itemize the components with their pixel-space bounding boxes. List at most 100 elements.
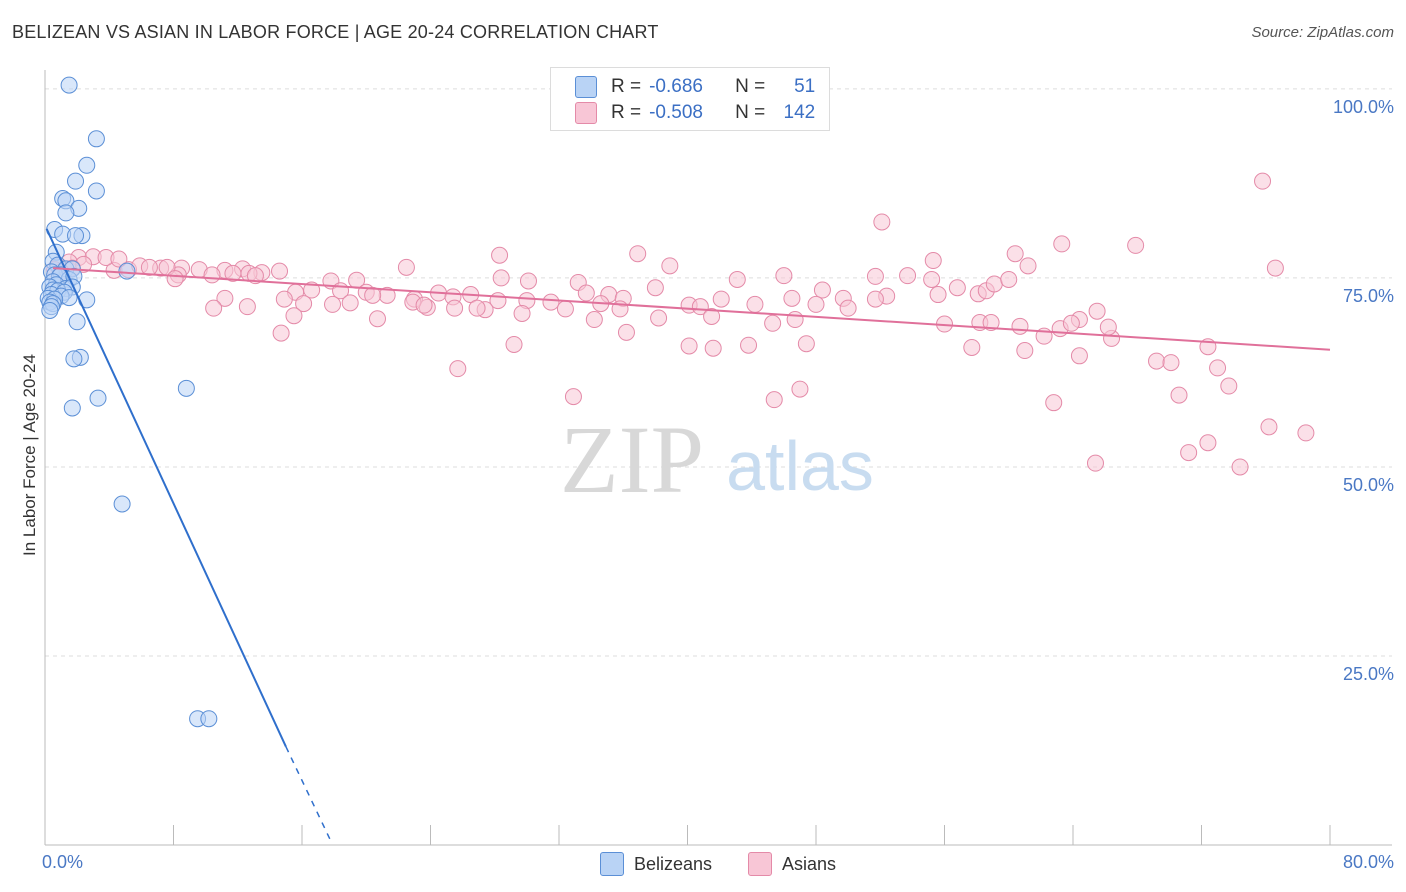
legend-asians[interactable]: Asians xyxy=(748,852,836,876)
asian-point xyxy=(740,336,758,354)
asian-point xyxy=(873,213,891,231)
belizean-point xyxy=(200,710,218,728)
asian-point xyxy=(807,295,825,313)
asian-point xyxy=(1045,394,1063,412)
asian-point xyxy=(839,299,857,317)
asian-point xyxy=(1199,434,1217,452)
legend-belizeans[interactable]: Belizeans xyxy=(600,852,712,876)
asian-point xyxy=(1254,172,1272,190)
belizeans-n-label: N = xyxy=(735,76,766,97)
chart-title: BELIZEAN VS ASIAN IN LABOR FORCE | AGE 2… xyxy=(12,22,659,42)
asian-point xyxy=(1019,257,1037,275)
x-tick-label-min: 0.0% xyxy=(42,852,84,872)
asian-point xyxy=(275,290,293,308)
asian-point xyxy=(1088,302,1106,320)
asian-point xyxy=(1000,270,1018,288)
asian-point xyxy=(224,264,242,282)
trend-lines xyxy=(45,228,1331,842)
legend-row-belizeans: R = -0.686 N = 51 xyxy=(575,75,815,99)
asian-point xyxy=(556,300,574,318)
asian-point xyxy=(542,293,560,311)
y-tick-label: 50.0% xyxy=(1342,474,1394,495)
asian-point xyxy=(1220,377,1238,395)
gridlines xyxy=(45,88,1392,657)
asian-point xyxy=(650,309,668,327)
asian-point xyxy=(368,310,386,328)
belizean-point xyxy=(57,204,75,222)
belizean-points xyxy=(39,76,218,728)
asian-point xyxy=(982,314,1000,332)
asian-point xyxy=(216,289,234,307)
asian-point xyxy=(929,286,947,304)
y-tick-label: 25.0% xyxy=(1342,663,1394,684)
watermark-zip: ZIP xyxy=(560,406,704,513)
belizean-trend-line xyxy=(45,228,287,748)
asian-point xyxy=(1148,352,1166,370)
belizean-point xyxy=(118,262,136,280)
asian-point xyxy=(585,311,603,329)
belizeans-r-label: R = xyxy=(611,76,642,97)
watermark-atlas: atlas xyxy=(726,427,874,505)
watermark: ZIP atlas xyxy=(560,406,874,513)
asian-point xyxy=(1127,236,1145,254)
asian-point xyxy=(519,272,537,290)
asian-point xyxy=(963,338,981,356)
asian-point xyxy=(238,298,256,316)
y-tick-label: 75.0% xyxy=(1342,285,1394,306)
stats-legend: R = -0.686 N = 51 R = -0.508 N = 142 xyxy=(550,67,830,131)
asian-point xyxy=(577,284,595,302)
asian-point xyxy=(791,380,809,398)
asian-point xyxy=(491,246,509,264)
asian-point xyxy=(324,295,342,313)
asian-point xyxy=(646,279,664,297)
asian-point xyxy=(166,270,184,288)
asian-point xyxy=(397,258,415,276)
belizean-point xyxy=(65,350,83,368)
asian-point xyxy=(203,266,221,284)
belizean-point xyxy=(60,289,78,307)
asians-swatch xyxy=(575,102,597,124)
asians-n-value: 142 xyxy=(783,102,816,123)
asian-point xyxy=(1162,354,1180,372)
asian-point xyxy=(140,258,158,276)
asian-point xyxy=(617,323,635,341)
asian-point xyxy=(492,269,510,287)
asian-trend-line xyxy=(52,267,1331,351)
asian-point xyxy=(1099,318,1117,336)
asian-point xyxy=(712,290,730,308)
asian-point xyxy=(786,311,804,329)
asian-point xyxy=(468,299,486,317)
asian-point xyxy=(1260,418,1278,436)
belizean-point xyxy=(63,399,81,417)
asian-point xyxy=(704,339,722,357)
legend-belizeans-label: Belizeans xyxy=(634,853,713,874)
belizean-point xyxy=(68,313,86,331)
asian-point xyxy=(1086,454,1104,472)
asian-point xyxy=(505,335,523,353)
asian-point xyxy=(813,281,831,299)
asian-point xyxy=(948,279,966,297)
asian-point xyxy=(364,286,382,304)
asian-point xyxy=(1053,235,1071,253)
asian-point xyxy=(1006,245,1024,263)
asian-point xyxy=(783,289,801,307)
asian-point xyxy=(1231,458,1249,476)
asian-point xyxy=(205,299,223,317)
belizean-point xyxy=(177,379,195,397)
asian-point xyxy=(765,391,783,409)
asian-point xyxy=(661,257,679,275)
belizean-point xyxy=(87,182,105,200)
belizean-point xyxy=(60,76,78,94)
legend-asians-label: Asians xyxy=(782,853,837,874)
belizean-point xyxy=(89,389,107,407)
asian-point xyxy=(629,245,647,263)
belizean-point xyxy=(67,227,85,245)
asian-point xyxy=(923,270,941,288)
belizeans-n-value: 51 xyxy=(794,76,816,97)
asian-point xyxy=(1170,386,1188,404)
asian-point xyxy=(271,262,289,280)
asian-point xyxy=(449,360,467,378)
asian-point xyxy=(866,267,884,285)
x-tick-label-max: 80.0% xyxy=(1342,852,1394,872)
